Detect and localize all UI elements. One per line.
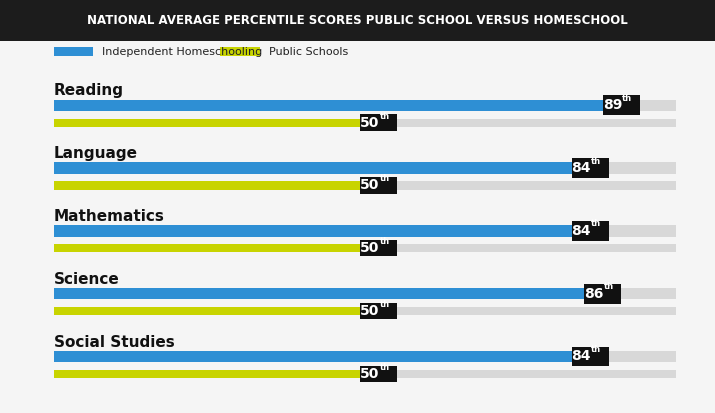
Text: 50: 50 [360, 241, 380, 255]
Text: 89: 89 [603, 98, 622, 112]
Text: th: th [622, 94, 632, 103]
Text: 50: 50 [360, 367, 380, 381]
Text: th: th [603, 282, 613, 291]
Text: 84: 84 [571, 224, 591, 238]
Text: th: th [591, 157, 601, 166]
Text: th: th [380, 237, 390, 246]
Text: 86: 86 [584, 287, 603, 301]
Text: Language: Language [54, 146, 137, 161]
Text: NATIONAL AVERAGE PERCENTILE SCORES PUBLIC SCHOOL VERSUS HOMESCHOOL: NATIONAL AVERAGE PERCENTILE SCORES PUBLI… [87, 14, 628, 27]
Text: Social Studies: Social Studies [54, 335, 174, 349]
Text: th: th [591, 219, 601, 228]
Text: 50: 50 [360, 116, 380, 130]
Text: 50: 50 [360, 304, 380, 318]
Text: Science: Science [54, 272, 119, 287]
Text: 84: 84 [571, 349, 591, 363]
Text: Mathematics: Mathematics [54, 209, 164, 224]
Text: th: th [380, 363, 390, 372]
Text: Reading: Reading [54, 83, 124, 98]
Text: th: th [380, 174, 390, 183]
Text: th: th [380, 112, 390, 121]
Text: Public Schools: Public Schools [269, 47, 348, 57]
Text: 84: 84 [571, 161, 591, 175]
Text: th: th [591, 345, 601, 354]
Text: 50: 50 [360, 178, 380, 192]
Text: Independent Homeschooling: Independent Homeschooling [102, 47, 262, 57]
Text: th: th [380, 300, 390, 309]
